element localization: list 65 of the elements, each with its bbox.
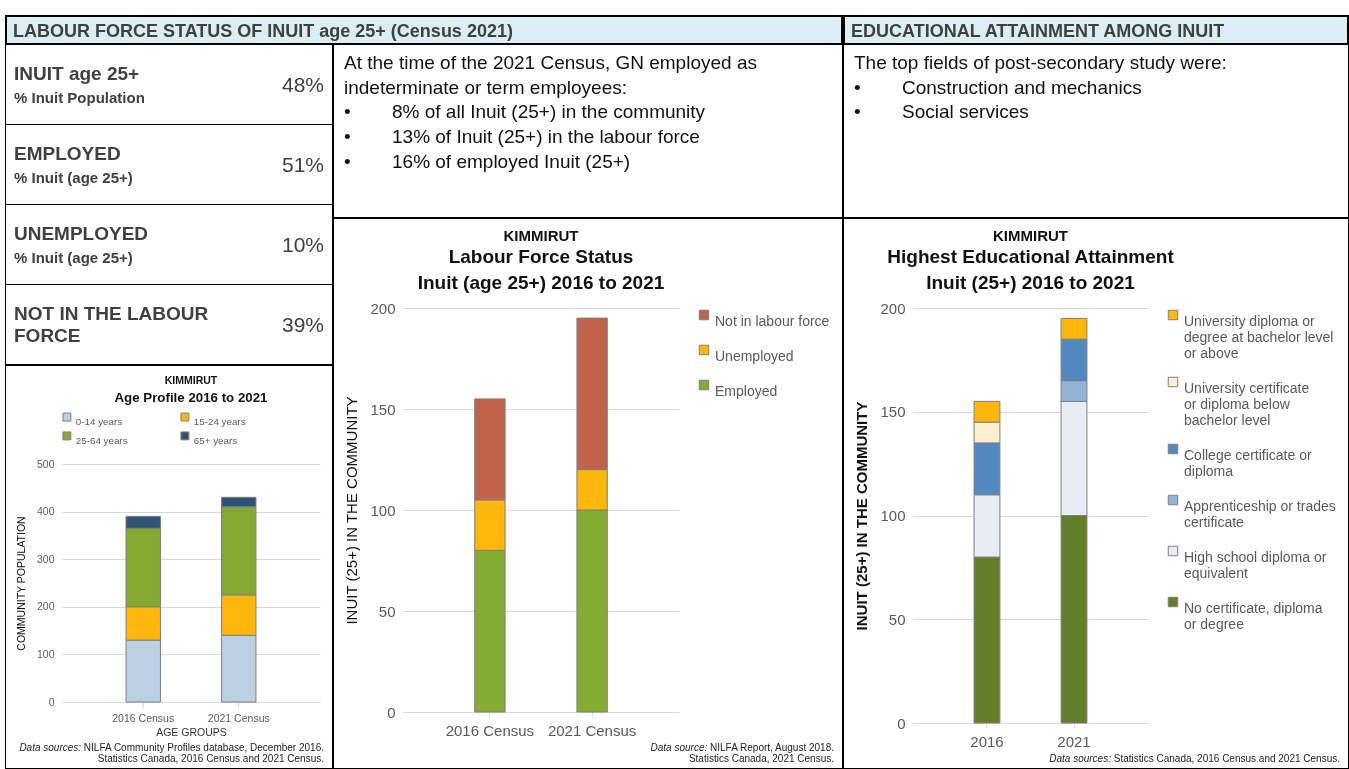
chart-subtitle: Labour Force Status Inuit (age 25+) 2016 to 2021 — [417, 246, 665, 293]
legend-label: No certificate, diploma or degree — [1184, 600, 1323, 632]
legend-label: Unemployed — [715, 348, 794, 364]
y-tick-label: 400 — [36, 505, 55, 518]
legend-label: High school diploma or equivalent — [1184, 549, 1327, 581]
y-tick-label: 0 — [897, 714, 906, 732]
legend-label: College certificate or diploma — [1184, 447, 1312, 479]
text: 10% — [281, 232, 324, 257]
y-tick-label: 50 — [378, 602, 396, 620]
legend-label: Employed — [715, 383, 778, 399]
y-tick-label: 200 — [880, 299, 906, 317]
text: At the time of the 2021 Census, GN employed as indeterminate or term employees: — [344, 51, 758, 100]
x-tick-label: 2016 — [970, 732, 1004, 750]
text: 51% — [281, 152, 324, 177]
x-axis-title: AGE GROUPS — [156, 726, 227, 738]
y-tick-label: 100 — [880, 507, 906, 524]
category-label: NOT IN THE LABOUR FORCE — [14, 302, 210, 347]
legend-label: University certificate or diploma below bachelor level — [1184, 380, 1310, 428]
text: • Social services — [854, 101, 1029, 123]
y-tick-label: 150 — [370, 400, 396, 418]
y-tick-label: 0 — [387, 703, 396, 721]
y-tick-label: 50 — [888, 610, 906, 628]
text: The top fields of post-secondary study were: — [854, 51, 1228, 75]
chart-title: KIMMIRUT — [993, 227, 1068, 244]
x-tick-label: 2021 — [1057, 732, 1091, 750]
y-tick-label: 300 — [36, 552, 55, 565]
y-tick-label: 200 — [370, 299, 396, 317]
x-tick-label: 2021 Census — [207, 711, 270, 724]
legend-label: 15-24 years — [193, 416, 246, 428]
y-tick-label: 500 — [36, 457, 55, 470]
text: • 16% of employed Inuit (25+) — [344, 150, 631, 172]
legend-label: 25-64 years — [75, 434, 128, 446]
text: 48% — [281, 72, 324, 97]
legend-label: Apprenticeship or trades certificate — [1184, 498, 1336, 530]
text: Data sources: NILFA Community Profiles database, December 2016. Statistics Canada, 2016 Census and 2021 Census. — [18, 742, 325, 764]
category-label: UNEMPLOYED % Inuit (age 25+) — [14, 223, 149, 266]
source-note: Data source: NILFA Report, August 2018. Statistics Canada, 2021 Census. — [649, 742, 835, 764]
text: 39% — [281, 312, 324, 337]
legend-label: 0-14 years — [75, 416, 123, 428]
text: Data sources: Statistics Canada, 2016 Census and 2021 Census. — [1048, 753, 1341, 764]
text: EDUCATIONAL ATTAINMENT AMONG INUIT — [843, 15, 1349, 45]
text: • Construction and mechanics — [854, 76, 1142, 98]
chart-subtitle: Highest Educational Attainment Inuit (25+) 2016 to 2021 — [887, 246, 1175, 293]
y-tick-label: 0 — [48, 695, 55, 708]
text: • 8% of all Inuit (25+) in the community — [344, 101, 706, 123]
x-tick-label: 2016 Census — [445, 721, 535, 739]
y-tick-label: 200 — [36, 600, 55, 613]
chart-title: KIMMIRUT — [503, 227, 579, 244]
x-tick-label: 2021 Census — [547, 721, 637, 739]
legend-label: University diploma or degree at bachelor level or above — [1184, 313, 1334, 361]
x-tick-label: 2016 Census — [112, 711, 175, 724]
y-tick-label: 150 — [880, 403, 906, 421]
y-axis-title: COMMUNITY POPULATION — [14, 516, 27, 651]
text: LABOUR FORCE STATUS OF INUIT age 25+ (Census 2021) — [5, 15, 843, 45]
chart-subtitle: Age Profile 2016 to 2021 — [114, 389, 269, 405]
y-tick-label: 100 — [36, 647, 55, 660]
y-axis-title: INUIT (25+) IN THE COMMUNITY — [343, 396, 361, 625]
y-axis-title: INUIT (25+) IN THE COMMUNITY — [853, 401, 871, 631]
y-tick-label: 100 — [370, 501, 396, 519]
text: • 13% of Inuit (25+) in the labour force — [344, 126, 700, 148]
category-label: INUIT age 25+ % Inuit Population — [14, 63, 145, 106]
chart-title: KIMMIRUT — [164, 374, 218, 387]
legend-label: Not in labour force — [715, 313, 830, 329]
legend-label: 65+ years — [193, 434, 238, 446]
category-label: EMPLOYED % Inuit (age 25+) — [14, 143, 133, 186]
